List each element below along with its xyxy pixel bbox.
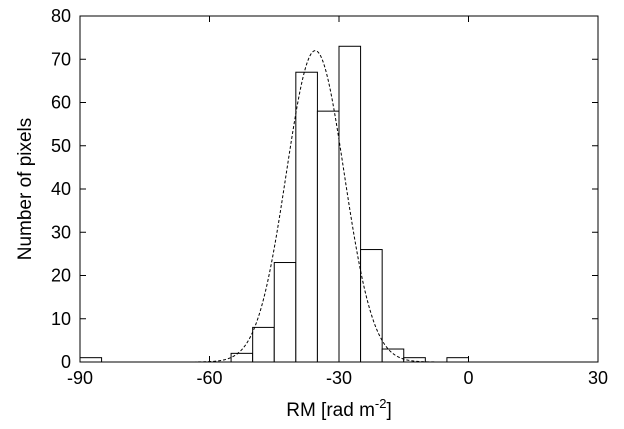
x-axis-label-end: ] <box>386 400 391 421</box>
y-tick-label: 10 <box>51 309 71 329</box>
histogram-bar <box>446 357 469 363</box>
x-tick-label: 30 <box>588 368 608 388</box>
y-tick-label: 70 <box>51 49 71 69</box>
histogram-bar <box>230 352 254 363</box>
histogram-bar <box>79 357 103 363</box>
ticks-layer: -90 -60 -30 0 30 0 10 20 30 40 50 60 70 80 <box>51 6 608 388</box>
x-tick-label: 0 <box>463 368 473 388</box>
histogram-bar <box>316 110 340 363</box>
bars-layer <box>79 45 469 363</box>
histogram-bar <box>381 348 405 363</box>
y-tick-label: 80 <box>51 6 71 26</box>
x-axis-label: RM [rad m-2] <box>286 396 392 421</box>
x-axis-label-sup: -2 <box>375 396 387 411</box>
y-tick-label: 30 <box>51 222 71 242</box>
y-tick-label: 0 <box>61 352 71 372</box>
x-axis-label-main: RM [rad m <box>286 400 375 421</box>
y-tick-label: 20 <box>51 266 71 286</box>
y-tick-label: 50 <box>51 136 71 156</box>
histogram-bar <box>273 262 297 363</box>
y-axis-label: Number of pixels <box>15 118 36 261</box>
y-tick-label: 40 <box>51 179 71 199</box>
histogram-bar <box>252 326 275 363</box>
histogram-bar <box>360 249 383 363</box>
x-tick-label: -60 <box>196 368 222 388</box>
histogram-bar <box>295 71 318 363</box>
x-tick-label: -30 <box>326 368 352 388</box>
y-tick-label: 60 <box>51 93 71 113</box>
histogram-bar <box>338 45 362 363</box>
x-tick-label: -90 <box>67 368 93 388</box>
